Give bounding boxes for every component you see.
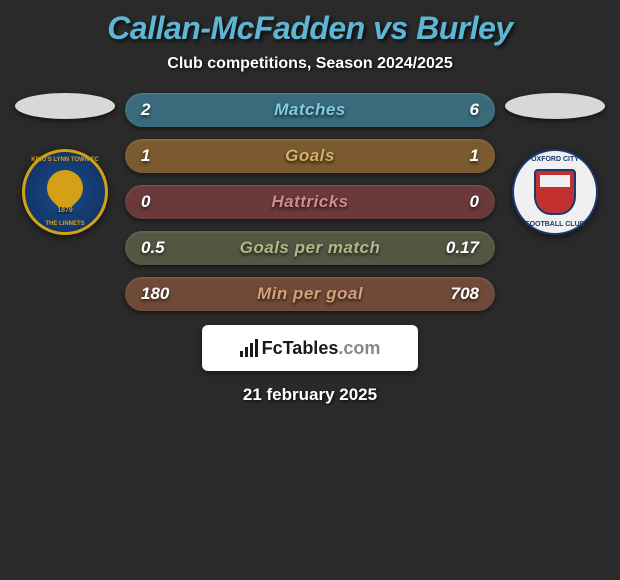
right-column: OXFORD CITY FOOTBALL CLUB	[505, 93, 605, 235]
left-club-name-bottom: THE LINNETS	[45, 221, 84, 227]
stat-label: Hattricks	[271, 192, 348, 212]
bar-chart-icon	[240, 339, 258, 357]
stat-left-value: 1	[141, 146, 181, 166]
stat-label: Goals per match	[240, 238, 381, 258]
stat-left-value: 0.5	[141, 238, 181, 258]
stat-row: 1 Goals 1	[125, 139, 495, 173]
stat-row: 0.5 Goals per match 0.17	[125, 231, 495, 265]
stat-left-value: 2	[141, 100, 181, 120]
logo-grey: .com	[338, 338, 380, 358]
stat-right-value: 708	[439, 284, 479, 304]
logo-text: FcTables.com	[262, 338, 381, 359]
subtitle: Club competitions, Season 2024/2025	[167, 55, 452, 73]
stat-right-value: 6	[439, 100, 479, 120]
right-club-name-bottom: FOOTBALL CLUB	[525, 221, 584, 228]
left-club-badge: KING'S LYNN TOWN FC 1879 THE LINNETS	[22, 149, 108, 235]
page-title: Callan-McFadden vs Burley	[107, 10, 512, 47]
logo-bold: FcTables	[262, 338, 339, 358]
right-club-name-top: OXFORD CITY	[531, 156, 579, 163]
stat-label: Matches	[274, 100, 346, 120]
stat-label: Goals	[285, 146, 335, 166]
fctables-logo[interactable]: FcTables.com	[202, 325, 418, 371]
stat-right-value: 0	[439, 192, 479, 212]
stat-right-value: 0.17	[439, 238, 479, 258]
left-club-name-top: KING'S LYNN TOWN FC	[31, 157, 98, 163]
stat-row: 2 Matches 6	[125, 93, 495, 127]
left-column: KING'S LYNN TOWN FC 1879 THE LINNETS	[15, 93, 115, 235]
right-club-shield	[534, 169, 576, 215]
stat-row: 0 Hattricks 0	[125, 185, 495, 219]
stats-column: 2 Matches 6 1 Goals 1 0 Hattricks 0 0.5 Goals per …	[125, 93, 495, 311]
right-player-placeholder	[505, 93, 605, 119]
stat-row: 180 Min per goal 708	[125, 277, 495, 311]
stat-label: Min per goal	[257, 284, 363, 304]
comparison-row: KING'S LYNN TOWN FC 1879 THE LINNETS 2 Ma…	[0, 93, 620, 311]
date-label: 21 february 2025	[243, 385, 377, 405]
left-player-placeholder	[15, 93, 115, 119]
stat-right-value: 1	[439, 146, 479, 166]
right-club-badge: OXFORD CITY FOOTBALL CLUB	[512, 149, 598, 235]
stat-left-value: 0	[141, 192, 181, 212]
stat-left-value: 180	[141, 284, 181, 304]
left-club-year: 1879	[57, 207, 73, 214]
